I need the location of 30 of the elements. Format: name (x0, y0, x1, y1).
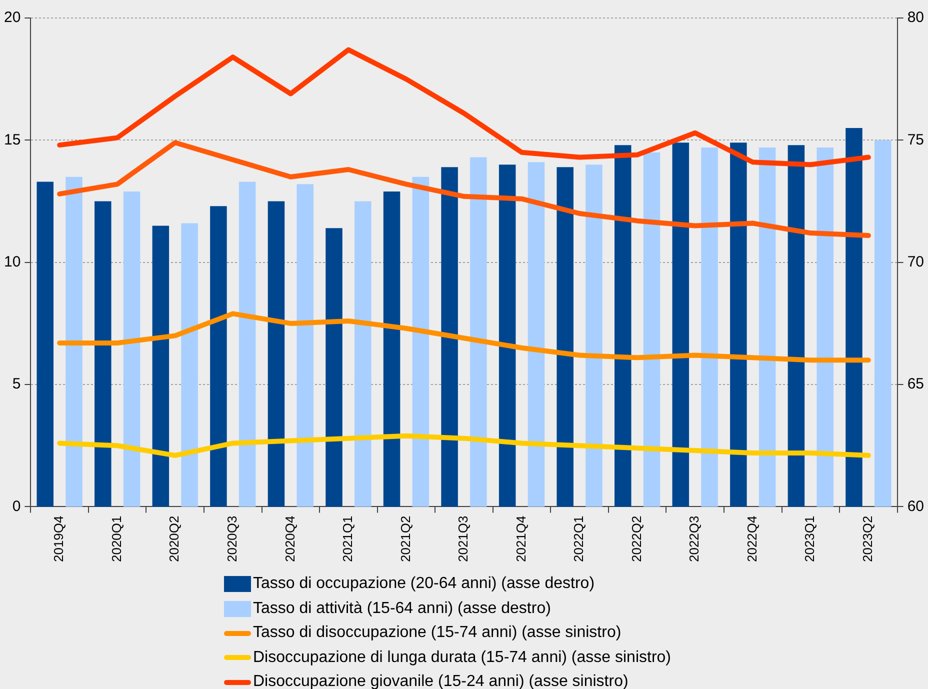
x-tick-label: 2021Q1 (340, 516, 356, 562)
y-tick-label: 0 (12, 498, 21, 515)
legend-label: Tasso di attività (15-64 anni) (asse destro) (253, 598, 551, 618)
x-tick-label: 2021Q2 (398, 516, 413, 562)
y2-tick-label: 80 (907, 9, 924, 26)
x-tick-label: 2022Q1 (571, 516, 586, 562)
x-tick-label: 2020Q4 (282, 516, 298, 562)
x-tick-label: 2019Q4 (51, 516, 66, 562)
x-tick-label: 2020Q1 (108, 516, 124, 562)
y2-tick-label: 60 (907, 498, 924, 515)
legend-label: Disoccupazione giovanile (15-24 anni) (asse sinistro) (253, 672, 628, 689)
x-tick-label: 2022Q2 (628, 516, 644, 562)
x-tick-label: 2022Q4 (744, 516, 760, 562)
x-tick-label: 2023Q1 (802, 516, 818, 562)
y-tick-label: 10 (4, 254, 21, 271)
x-tick-label: 2021Q3 (456, 516, 471, 562)
y2-tick-label: 75 (907, 131, 924, 148)
legend-label: Disoccupazione di lunga durata (15-74 anni) (asse sinistro) (253, 648, 671, 668)
x-tick-label: 2020Q2 (166, 516, 182, 562)
x-tick-label: 2020Q3 (224, 516, 240, 562)
y-tick-label: 5 (12, 376, 21, 393)
y-tick-label: 15 (4, 131, 21, 148)
y-tick-label: 20 (4, 9, 21, 26)
y2-tick-label: 70 (907, 254, 924, 271)
x-tick-label: 2021Q4 (513, 516, 528, 562)
legend-label: Tasso di occupazione (20-64 anni) (asse destro) (253, 574, 595, 594)
y2-tick-label: 65 (907, 376, 924, 393)
x-tick-label: 2022Q3 (686, 516, 702, 562)
x-tick-label: 2023Q2 (860, 516, 876, 562)
legend-label: Tasso di disoccupazione (15-74 anni) (asse sinistro) (253, 623, 622, 643)
